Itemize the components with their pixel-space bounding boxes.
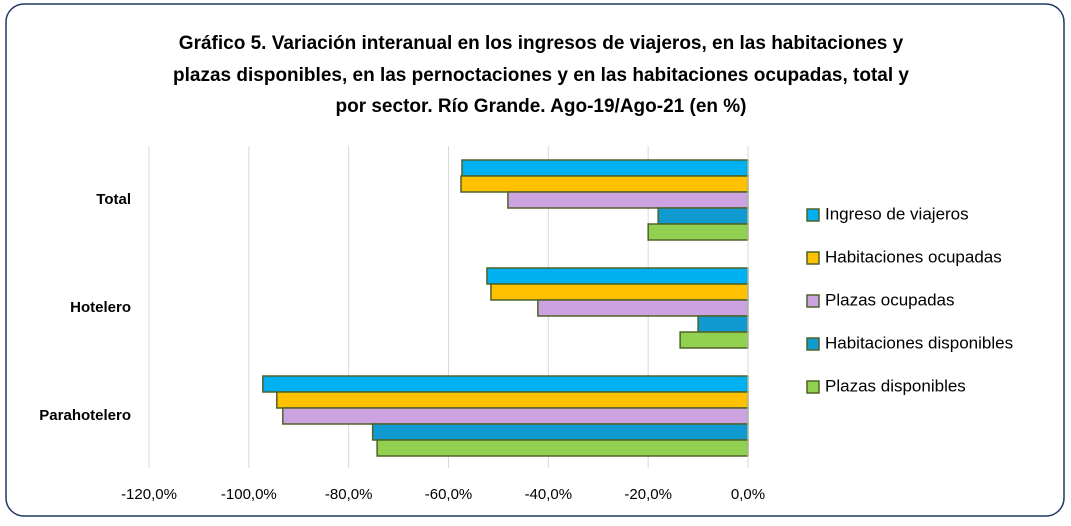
x-tick-label: -120,0% — [121, 486, 177, 503]
bar — [486, 267, 749, 285]
bar — [647, 223, 749, 241]
x-tick-label: -40,0% — [525, 486, 573, 503]
legend-swatch — [806, 294, 820, 308]
bar — [282, 407, 749, 425]
x-tick-label: -80,0% — [325, 486, 373, 503]
bar — [679, 331, 749, 349]
y-tick-label: Parahotelero — [39, 407, 131, 424]
x-tick-label: -60,0% — [425, 486, 473, 503]
bar — [371, 423, 749, 441]
chart-title: plazas disponibles, en las pernoctacione… — [173, 65, 909, 86]
bar — [460, 175, 749, 193]
bar — [490, 283, 749, 301]
bar — [507, 191, 749, 209]
y-tick-label: Hotelero — [70, 299, 131, 316]
bar — [262, 375, 749, 393]
bar — [537, 299, 749, 317]
x-tick-label: -20,0% — [624, 486, 672, 503]
chart-title: por sector. Río Grande. Ago-19/Ago-21 (e… — [335, 96, 746, 117]
bar — [697, 315, 749, 333]
legend-swatch — [806, 208, 820, 222]
legend-label: Ingreso de viajeros — [825, 204, 969, 223]
legend-label: Plazas disponibles — [825, 376, 966, 395]
x-tick-label: -100,0% — [221, 486, 277, 503]
chart-title: Gráfico 5. Variación interanual en los i… — [179, 33, 904, 54]
legend-label: Habitaciones disponibles — [825, 333, 1013, 352]
y-tick-label: Total — [96, 191, 131, 208]
x-tick-label: 0,0% — [731, 486, 765, 503]
legend-label: Plazas ocupadas — [825, 290, 954, 309]
bar — [276, 391, 749, 409]
legend-swatch — [806, 337, 820, 351]
bar — [657, 207, 749, 225]
bar — [461, 159, 749, 177]
legend-swatch — [806, 380, 820, 394]
bar — [376, 439, 749, 457]
legend-swatch — [806, 251, 820, 265]
legend-label: Habitaciones ocupadas — [825, 247, 1002, 266]
